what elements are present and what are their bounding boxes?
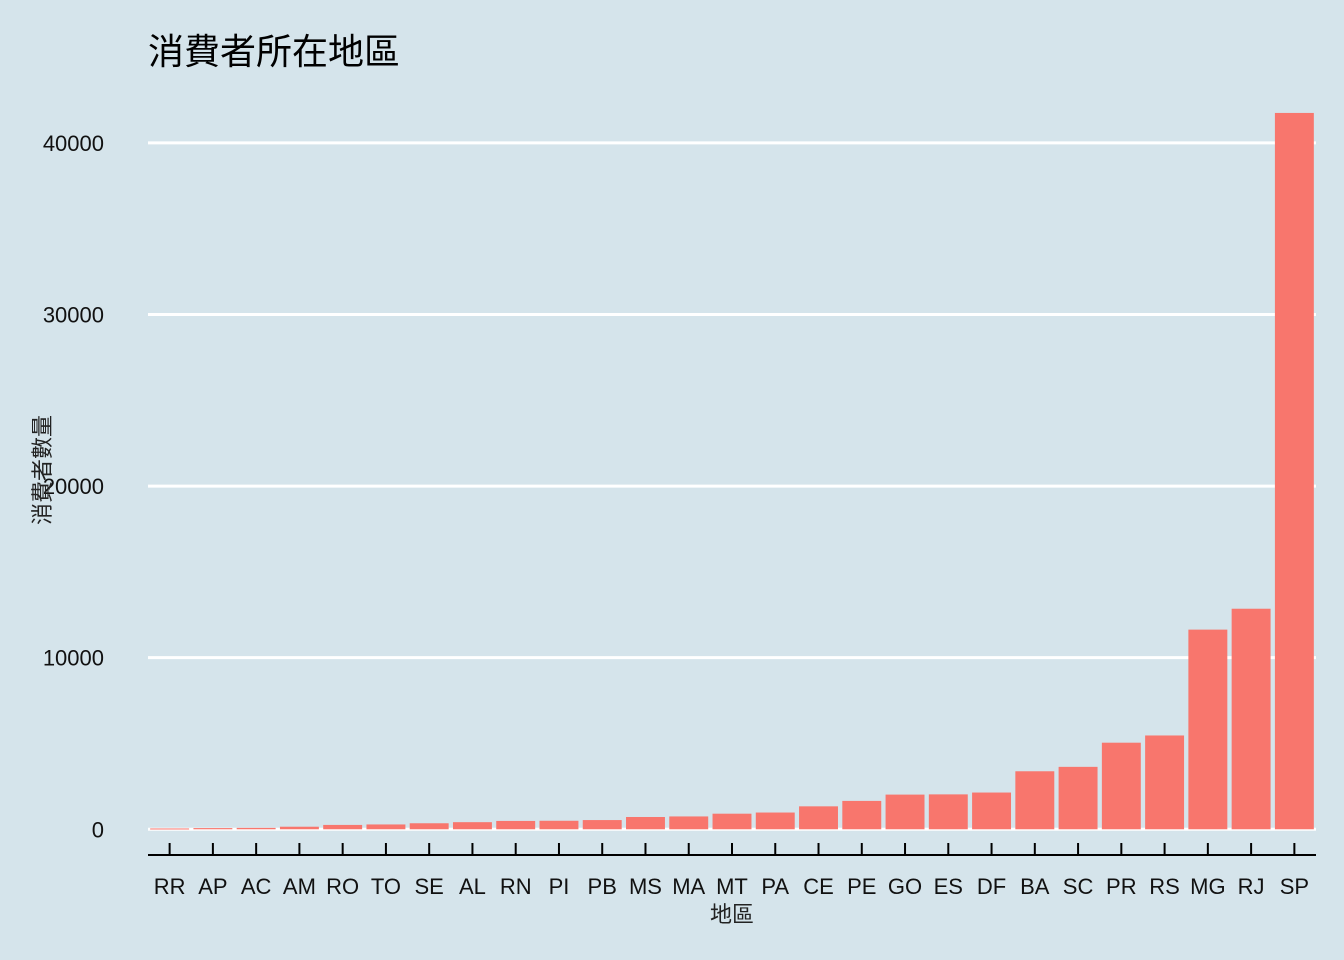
bar	[366, 824, 406, 830]
bar	[1274, 112, 1314, 830]
y-axis-title: 消費者數量	[31, 415, 56, 525]
bar	[1058, 766, 1098, 830]
bars	[150, 112, 1314, 830]
x-tick-label: PE	[847, 874, 876, 899]
x-tick-label: SP	[1280, 874, 1309, 899]
x-tick-label: TO	[371, 874, 401, 899]
y-tick-label: 30000	[43, 302, 104, 327]
x-tick-label: RR	[154, 874, 186, 899]
x-tick-label: PI	[549, 874, 570, 899]
bar	[409, 823, 449, 830]
x-tick-label: MA	[672, 874, 705, 899]
bar	[323, 824, 363, 830]
y-axis-ticks: 0 10000 20000 30000 40000	[43, 131, 104, 842]
x-tick-label: AC	[241, 874, 272, 899]
x-tick-label: SE	[415, 874, 444, 899]
x-tick-label: RO	[326, 874, 359, 899]
bar	[842, 800, 882, 830]
bar	[236, 827, 276, 830]
x-axis-title: 地區	[710, 903, 754, 928]
x-axis: RR AP AC AM RO TO SE AL RN PI PB MS MA MT PA CE PE GO ES DF…	[148, 843, 1316, 899]
x-tick-label: AM	[283, 874, 316, 899]
bar	[1145, 735, 1185, 830]
bar	[799, 806, 838, 830]
bar	[582, 820, 622, 830]
x-tick-label: BA	[1020, 874, 1050, 899]
x-tick-label: PR	[1106, 874, 1137, 899]
bar	[1188, 629, 1228, 830]
bar	[755, 812, 795, 830]
bar	[150, 828, 190, 830]
x-tick-label: ES	[934, 874, 963, 899]
x-tick-label: MS	[629, 874, 662, 899]
y-tick-label: 40000	[43, 131, 104, 156]
bar	[928, 794, 968, 830]
x-tick-label: SC	[1063, 874, 1094, 899]
x-tick-label: RJ	[1238, 874, 1265, 899]
x-tick-label: RN	[500, 874, 532, 899]
bar	[972, 792, 1012, 830]
x-tick-label: GO	[888, 874, 922, 899]
y-tick-label: 0	[92, 817, 104, 842]
x-tick-label: AL	[459, 874, 486, 899]
x-tick-label: DF	[977, 874, 1006, 899]
x-tick-label: PA	[761, 874, 789, 899]
bar	[496, 820, 536, 830]
bar	[539, 820, 579, 830]
x-tick-label: MT	[716, 874, 748, 899]
bar	[885, 794, 925, 830]
y-tick-label: 20000	[43, 474, 104, 499]
bar	[1015, 771, 1055, 830]
bar	[626, 816, 665, 830]
bar	[452, 822, 492, 830]
x-tick-label: RS	[1149, 874, 1180, 899]
bar	[1101, 742, 1141, 830]
bar	[1231, 608, 1271, 830]
bar	[712, 813, 752, 830]
bar	[193, 828, 233, 830]
x-tick-label: MG	[1190, 874, 1225, 899]
y-tick-label: 10000	[43, 646, 104, 671]
bar	[279, 826, 319, 830]
bar	[669, 816, 709, 830]
x-tick-label: CE	[803, 874, 834, 899]
chart-title: 消費者所在地區	[148, 32, 400, 73]
x-tick-label: PB	[588, 874, 617, 899]
x-tick-label: AP	[198, 874, 227, 899]
